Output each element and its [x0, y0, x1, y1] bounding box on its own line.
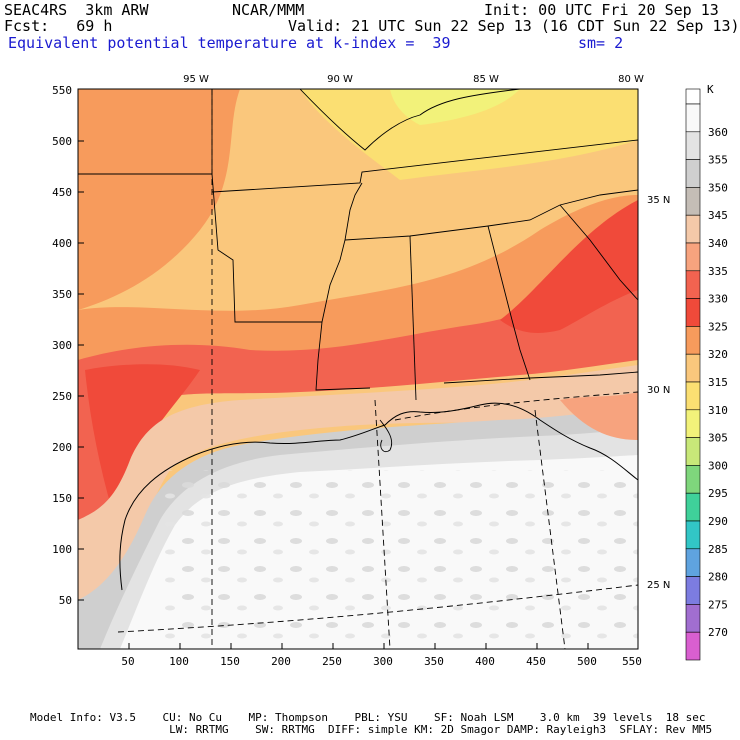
colorbar-swatch: [685, 465, 701, 494]
colorbar-swatch: [685, 492, 701, 522]
y-tick-label: 300: [52, 339, 72, 352]
lat-label: 30 N: [647, 385, 670, 396]
x-tick-label: 300: [373, 655, 393, 668]
y-tick-label: 400: [52, 237, 72, 250]
colorbar-top-swatch: [685, 88, 701, 105]
colorbar-label: 310: [708, 404, 728, 417]
y-axis: [78, 140, 84, 601]
colorbar-label: 315: [708, 376, 728, 389]
colorbar-swatch: [685, 103, 701, 133]
x-axis: [128, 643, 589, 649]
colorbar-swatch: [685, 131, 701, 160]
colorbar-label: 330: [708, 293, 728, 306]
colorbar-swatch: [685, 576, 701, 605]
x-tick-label: 50: [121, 655, 134, 668]
colorbar-swatch: [685, 214, 701, 244]
center-name: NCAR/MMM: [232, 1, 305, 19]
x-tick-label: 350: [424, 655, 444, 668]
level-label: at k-index = 39: [306, 34, 451, 52]
valid-time: Valid: 21 UTC Sun 22 Sep 13 (16 CDT Sun …: [288, 17, 740, 35]
colorbar-label: 280: [708, 571, 728, 584]
x-tick-label: 550: [622, 655, 642, 668]
lon-label: 80 W: [618, 74, 644, 85]
x-tick-label: 100: [169, 655, 189, 668]
colorbar-swatch: [685, 437, 701, 466]
y-tick-label: 50: [59, 594, 72, 607]
colorbar-swatch: [685, 187, 701, 216]
colorbar-swatch: [685, 242, 701, 272]
colorbar-swatch: [685, 548, 701, 577]
y-tick-label: 250: [52, 390, 72, 403]
x-tick-labels: 50 100 150 200 250 300 350 400 450 500 5…: [121, 655, 642, 668]
colorbar-swatch: [685, 409, 701, 438]
latitude-labels: 35 N 30 N 25 N: [647, 195, 670, 591]
x-tick-label: 150: [220, 655, 240, 668]
colorbar-label: 360: [708, 126, 728, 139]
colorbar: 360 355 350 345 340 335 330 325 320 315 310 305 300 2…: [685, 88, 728, 661]
colorbar-swatch: [685, 270, 701, 299]
x-tick-label: 500: [577, 655, 597, 668]
model-title: SEAC4RS 3km ARW: [4, 1, 149, 19]
colorbar-swatch: [685, 520, 701, 550]
colorbar-label: 285: [708, 543, 728, 556]
lon-label: 95 W: [183, 74, 209, 85]
x-tick-label: 400: [475, 655, 495, 668]
y-tick-label: 150: [52, 492, 72, 505]
colorbar-label: 350: [708, 181, 728, 194]
colorbar-label: 275: [708, 598, 728, 611]
y-tick-label: 500: [52, 135, 72, 148]
colorbar-label: 340: [708, 237, 728, 250]
forecast-hour: Fcst: 69 h: [4, 17, 113, 35]
colorbar-label: 270: [708, 626, 728, 639]
lat-label: 25 N: [647, 580, 670, 591]
y-tick-labels: 550 500 450 400 350 300 250 200 150 100 …: [52, 84, 72, 607]
latlon-grid: [117, 89, 638, 649]
colorbar-label: 295: [708, 487, 728, 500]
y-tick-label: 550: [52, 84, 72, 97]
colorbar-label: 320: [708, 348, 728, 361]
colorbar-label: 325: [708, 320, 728, 333]
colorbar-unit: K: [707, 83, 714, 96]
lon-label: 85 W: [473, 74, 499, 85]
shaded-field: [78, 89, 638, 649]
colorbar-swatch: [685, 298, 701, 327]
colorbar-label: 345: [708, 209, 728, 222]
colorbar-label: 290: [708, 515, 728, 528]
y-tick-label: 100: [52, 543, 72, 556]
x-tick-label: 200: [271, 655, 291, 668]
colorbar-swatch: [685, 381, 701, 411]
y-tick-label: 200: [52, 441, 72, 454]
lon-label: 90 W: [327, 74, 353, 85]
colorbar-label: 305: [708, 432, 728, 445]
colorbar-swatch: [685, 604, 701, 633]
x-tick-label: 250: [322, 655, 342, 668]
colorbar-swatch: [685, 159, 701, 188]
colorbar-swatch: [685, 353, 701, 383]
model-info-line2: LW: RRTMG SW: RRTMG DIFF: simple KM: 2D …: [30, 723, 713, 736]
smoothing-label: sm= 2: [578, 34, 624, 52]
field-name: Equivalent potential temperature: [8, 34, 297, 52]
colorbar-swatch: [685, 631, 701, 661]
y-tick-label: 350: [52, 288, 72, 301]
lat-label: 35 N: [647, 195, 670, 206]
colorbar-label: 355: [708, 154, 728, 167]
model-info-line1: Model Info: V3.5 CU: No Cu MP: Thompson …: [30, 711, 706, 724]
init-time: Init: 00 UTC Fri 20 Sep 13: [484, 1, 719, 19]
colorbar-label: 335: [708, 265, 728, 278]
x-tick-label: 450: [526, 655, 546, 668]
y-tick-label: 450: [52, 186, 72, 199]
colorbar-label: 300: [708, 459, 728, 472]
plot-frame: [77, 88, 639, 650]
colorbar-swatch: [685, 326, 701, 355]
longitude-labels: 95 W 90 W 85 W 80 W: [183, 74, 644, 85]
